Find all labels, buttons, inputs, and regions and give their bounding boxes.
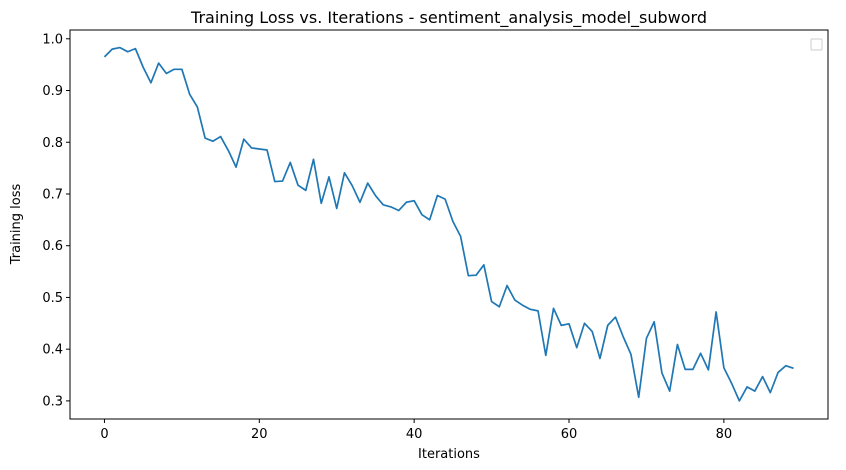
y-tick-label: 0.9 — [42, 84, 63, 99]
series-group — [103, 46, 794, 402]
y-tick-label: 0.6 — [42, 239, 63, 254]
x-axis-label: Iterations — [418, 447, 480, 462]
y-tick-label: 0.3 — [42, 394, 63, 409]
y-axis: 0.3 0.4 0.5 0.6 0.7 0.8 0.9 1.0 — [42, 32, 70, 409]
y-tick-label: 0.4 — [42, 343, 63, 358]
x-tick-label: 60 — [561, 427, 578, 442]
y-tick-label: 0.7 — [42, 187, 63, 202]
y-tick-label: 0.8 — [42, 136, 63, 151]
y-tick-label: 1.0 — [42, 32, 63, 47]
legend-box — [810, 38, 823, 51]
x-tick-label: 20 — [251, 427, 268, 442]
y-tick-label: 0.5 — [42, 291, 63, 306]
x-tick-label: 0 — [100, 427, 108, 442]
series-line-0 — [103, 46, 794, 402]
axes-frame — [69, 29, 829, 420]
x-tick-label: 40 — [406, 427, 423, 442]
y-axis-label: Training loss — [9, 184, 24, 266]
chart-title: Training Loss vs. Iterations - sentiment… — [190, 8, 707, 28]
x-tick-label: 80 — [716, 427, 733, 442]
plot-area — [69, 29, 829, 420]
x-axis: 0 20 40 60 80 — [100, 419, 732, 442]
